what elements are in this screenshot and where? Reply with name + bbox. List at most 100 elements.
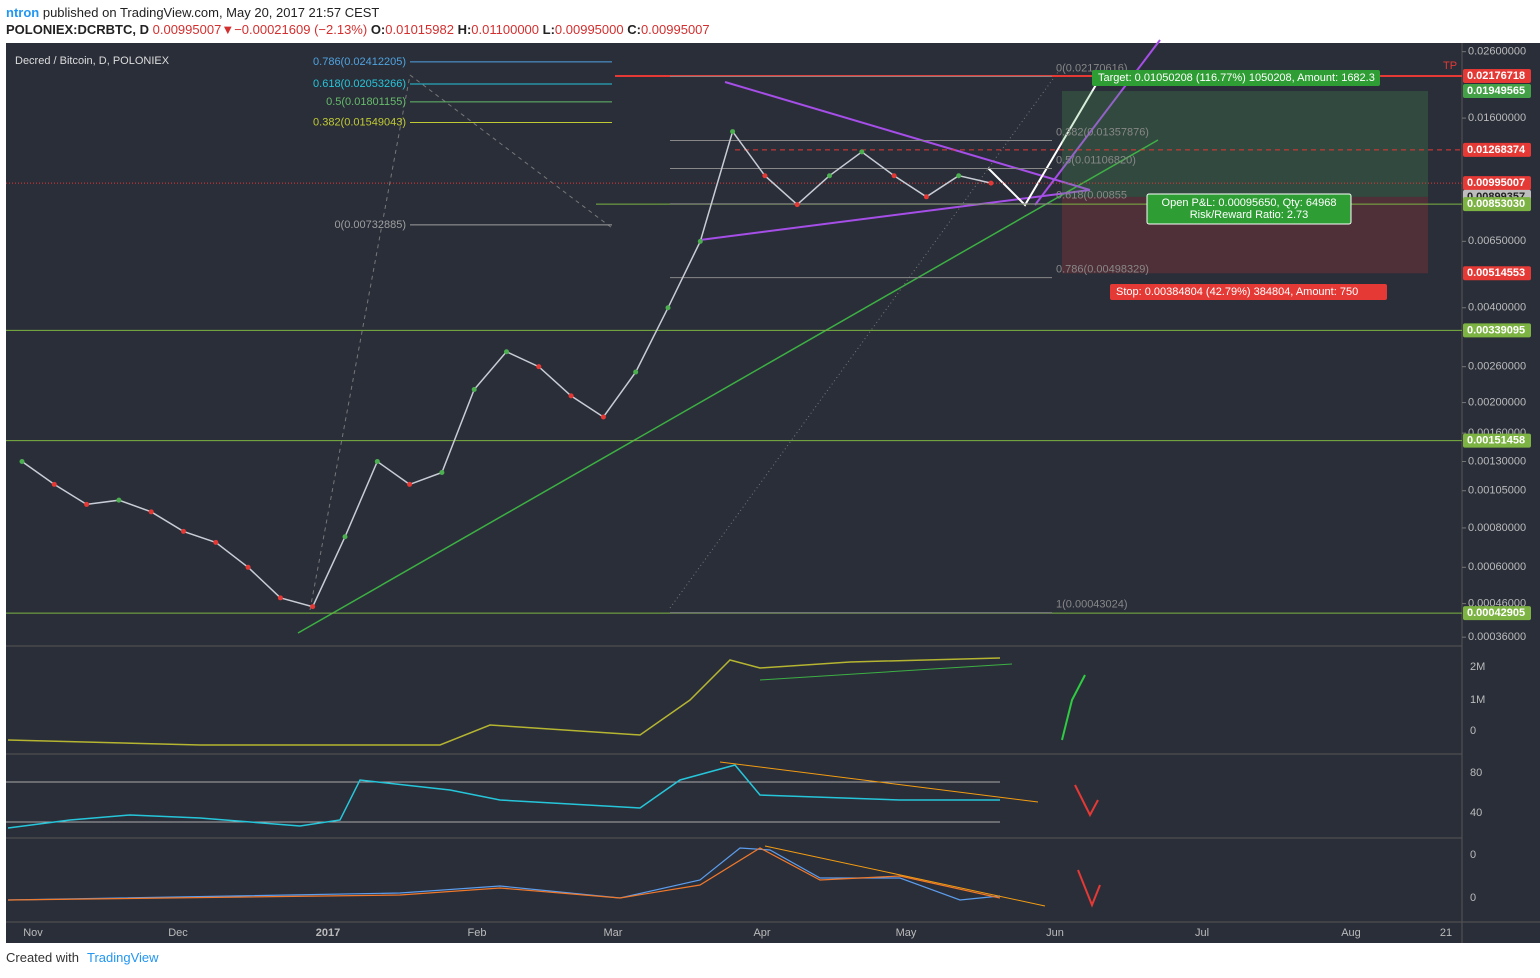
close-point	[923, 194, 929, 200]
pl-label: Open P&L: 0.00095650, Qty: 64968	[1162, 197, 1337, 209]
chart-bg	[6, 43, 1462, 943]
price-label-box	[1463, 176, 1531, 191]
y-tick-label: 0.00400000	[1468, 302, 1526, 314]
fib-label: 0.5(0.01106820)	[1056, 154, 1136, 166]
rr-label: Risk/Reward Ratio: 2.73	[1190, 209, 1309, 221]
arrow: ▼	[221, 22, 235, 37]
close-point	[374, 459, 380, 465]
ohlc: O:0.01015982 H:0.01100000 L:0.00995000 C…	[371, 22, 710, 37]
x-tick-label: Mar	[604, 927, 623, 939]
fib-label: 0.5(0.01801155)	[326, 96, 406, 108]
price-label-box	[1463, 84, 1531, 99]
close-point	[213, 539, 219, 545]
last: 0.00995007	[152, 22, 222, 37]
close-point	[277, 595, 283, 601]
fib-label: 0.786(0.00498329)	[1056, 264, 1149, 276]
price-label: 0.00853030	[1467, 198, 1525, 210]
x-tick-label: 2017	[316, 927, 340, 939]
ohlc-key: L:	[542, 22, 555, 37]
x-tick-label: Dec	[168, 927, 188, 939]
price-label: 0.00151458	[1467, 435, 1525, 447]
close-point	[762, 173, 768, 179]
header: ntron published on TradingView.com, May …	[6, 0, 1536, 42]
pane-tick-label: 0	[1470, 892, 1476, 904]
price-label-box	[1463, 323, 1531, 338]
close-point	[730, 129, 736, 135]
fib-label: 1(0.00043024)	[1056, 599, 1128, 611]
stop-box	[1110, 284, 1387, 300]
close-point	[956, 173, 962, 179]
macd	[7, 847, 1001, 901]
close-point	[116, 497, 122, 503]
fib-leg	[309, 74, 411, 611]
publish-line: ntron published on TradingView.com, May …	[6, 5, 379, 20]
close-point	[859, 149, 865, 155]
x-tick-label: Nov	[23, 927, 43, 939]
y-tick-label: 0.00080000	[1468, 522, 1526, 534]
ohlc-key: H:	[457, 22, 472, 37]
price-label: 0.02176718	[1467, 70, 1525, 82]
price-label: 0.01949565	[1467, 85, 1525, 97]
close-point	[245, 564, 251, 570]
volume-ma	[7, 657, 1001, 746]
y-tick-label: 0.00105000	[1468, 485, 1526, 497]
created: Created with	[6, 950, 79, 965]
price-label: 0.01268374	[1467, 144, 1526, 156]
pane-tick-label: 1M	[1470, 694, 1485, 706]
x-tick-label: Aug	[1341, 927, 1361, 939]
price-label-box	[1463, 68, 1531, 83]
publisher[interactable]: ntron	[6, 5, 40, 20]
footer: Created with TradingView	[6, 950, 159, 965]
x-tick-label: Jul	[1195, 927, 1209, 939]
y-tick-label: 0.00060000	[1468, 561, 1526, 573]
fib-label: 0(0.00732885)	[334, 219, 406, 231]
close-point	[665, 305, 671, 311]
x-tick-label: May	[896, 927, 917, 939]
close-point	[471, 387, 477, 393]
y-tick-label: 0.02600000	[1468, 46, 1526, 58]
close-point	[19, 459, 25, 465]
ohlc-key: C:	[627, 22, 641, 37]
fib-label: 0.618(0.00855	[1056, 190, 1127, 202]
close-point	[568, 393, 574, 399]
target-box	[1092, 70, 1380, 86]
price-label-box	[1463, 266, 1531, 281]
symbol-line: POLONIEX:DCRBTC, D 0.00995007▼−0.0002160…	[6, 22, 710, 37]
close-point	[439, 469, 445, 475]
y-tick-label: 0.01600000	[1468, 112, 1526, 124]
close-point	[988, 180, 994, 186]
tp-label: TP	[1443, 60, 1457, 72]
hand-arrow	[1074, 784, 1099, 818]
close-point	[600, 414, 606, 420]
fib-leg	[409, 74, 613, 229]
price-label: 0.00995007	[1467, 177, 1525, 189]
ohlc-key: O:	[370, 22, 386, 37]
price-label: 0.00042905	[1467, 607, 1525, 619]
price-label-box	[1463, 433, 1531, 448]
close-point	[891, 173, 897, 179]
price-label-box	[1463, 606, 1531, 621]
brand[interactable]: TradingView	[86, 950, 159, 965]
y-tick-label: 0.00130000	[1468, 455, 1526, 467]
pane-tick-label: 0	[1470, 849, 1476, 861]
x-tick-label: 21	[1440, 927, 1452, 939]
target-label: Target: 0.01050208 (116.77%) 1050208, Am…	[1098, 72, 1375, 84]
price-label-box	[1463, 142, 1531, 157]
y-tick-label: 0.00650000	[1468, 235, 1526, 247]
ohlc-value: 0.00995000	[554, 22, 624, 37]
close-point	[51, 481, 57, 487]
close-point	[342, 534, 348, 540]
rsi-trend	[719, 761, 1039, 803]
symbol: POLONIEX:DCRBTC, D	[6, 22, 149, 37]
hand-arrow	[1077, 869, 1101, 908]
pl-box	[1146, 193, 1352, 225]
rsi	[7, 764, 1000, 829]
macd-trend	[764, 845, 1046, 907]
fib-label: 0.786(0.02412205)	[313, 56, 406, 68]
triangle	[699, 189, 1091, 241]
pane-tick-label: 80	[1470, 767, 1482, 779]
close-point	[181, 528, 186, 534]
price-label-box	[1463, 197, 1531, 212]
